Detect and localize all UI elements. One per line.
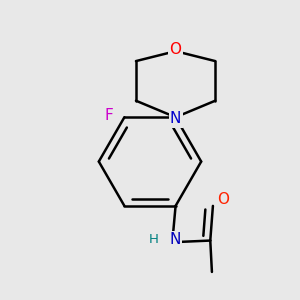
Text: N: N [170,111,181,126]
Text: F: F [104,108,113,123]
Text: O: O [169,42,181,57]
Text: H: H [149,233,159,246]
Text: N: N [169,232,181,247]
Text: O: O [217,192,229,207]
